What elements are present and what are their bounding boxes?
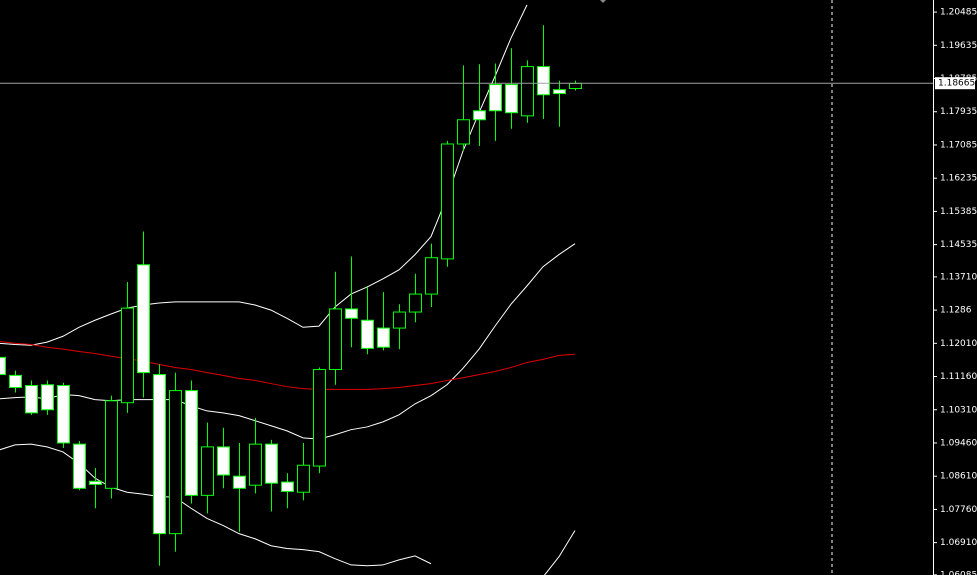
y-tick-label: 1.13710 [940,272,977,282]
candle-body [89,480,102,485]
indicator-line [0,4,528,346]
candle-body [377,327,390,348]
y-tick-label: 1.11160 [940,372,977,382]
y-tick-label: 1.17085 [940,140,977,150]
candle-body [169,390,182,535]
candle-body [409,293,422,313]
candle-body [425,257,438,295]
candle-body [457,119,470,145]
y-tick-label: 1.06085 [940,570,977,575]
y-tick-label: 1.12010 [940,339,977,349]
candle-body [569,82,582,89]
candle-body [329,308,342,370]
marker [600,0,606,3]
indicator-line [0,243,576,440]
candle-body [233,475,246,489]
candle-body [57,385,70,444]
candle-body [265,443,278,484]
current-price-box [935,77,975,90]
candle-body [537,66,550,96]
y-tick-label: 1.06910 [940,538,977,548]
candle-body [345,308,358,319]
plot-area [0,4,933,575]
indicator-line [0,443,576,575]
y-tick-label: 1.1286 [940,306,972,316]
y-tick-label: 1.08610 [940,472,977,482]
candle-body [73,443,86,489]
candle-body [473,110,486,121]
y-tick-label: 1.19635 [940,41,977,51]
y-tick-label: 1.20485 [940,8,977,18]
candle-body [521,66,534,117]
y-tick-label: 1.14535 [940,240,977,250]
y-tick-label: 1.09460 [940,438,977,448]
candle-body [9,374,22,388]
candle-body [393,311,406,329]
price-axis: 1.204851.196351.187851.179351.170851.162… [933,8,977,575]
candle-body [281,481,294,492]
candle-body [41,384,54,411]
y-tick-label: 1.17935 [940,107,977,117]
indicator-line [0,340,576,390]
candle-body [249,443,262,486]
y-tick-label: 1.16235 [940,174,977,184]
candle-body [313,368,326,467]
y-tick-label: 1.07760 [940,505,977,515]
candle-body [121,307,134,404]
y-tick-label: 1.10310 [940,405,977,415]
candle-body [297,464,310,493]
candle-body [441,143,454,260]
candle-body [137,264,150,374]
candle-body [489,84,502,112]
candle-body [185,390,198,496]
candle-body [217,446,230,476]
candle-body [361,319,374,349]
candle-body [505,84,518,114]
candle-body [201,446,214,496]
candle-body [105,400,118,489]
candle-body [25,385,38,414]
y-tick-label: 1.15385 [940,207,977,217]
candle-body [553,89,566,95]
candle-body [0,356,6,376]
candle-body [153,374,166,535]
current-price-label: 1.18665 [938,79,975,89]
